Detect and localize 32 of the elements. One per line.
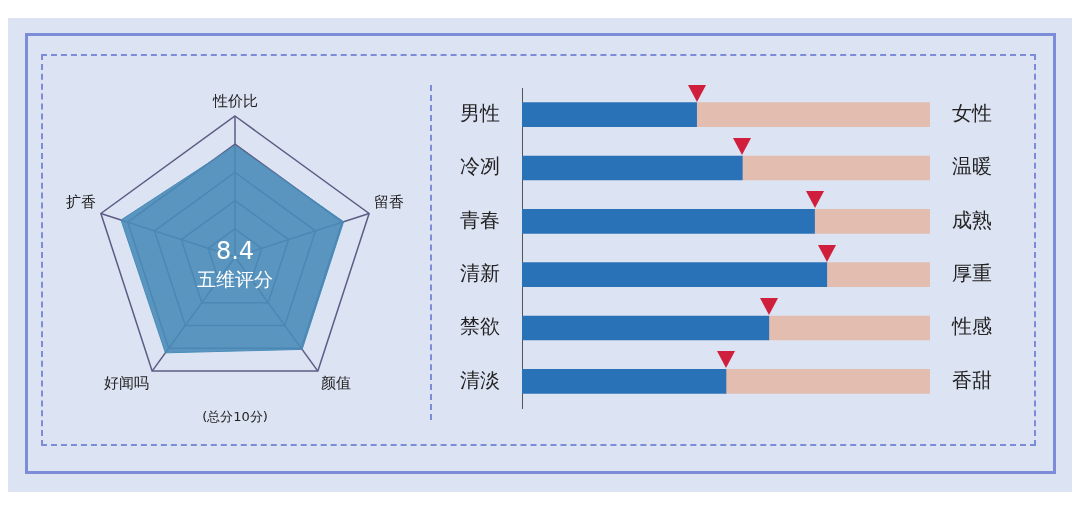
spoke-label: 性价比 [211,91,258,110]
bar [522,369,727,394]
bar [522,155,743,181]
text: 五维评分 [197,267,273,290]
bar [741,155,930,181]
y2-tick-label: 厚重 [952,260,992,285]
bar [826,262,930,287]
bar [522,102,697,127]
bar [522,262,828,287]
spoke-label: 扩香 [66,192,97,211]
y2-tick-label: 成熟 [952,207,992,232]
text: 8.4 [215,237,255,266]
spoke-label: 颜值 [320,374,351,393]
bar [522,209,815,234]
bar [522,315,770,341]
spoke-label: 好闻吗 [104,374,150,393]
y-tick-label: 清淡 [460,367,500,392]
y-tick-label: 男性 [460,100,500,125]
spoke-label: 留香 [373,192,404,211]
y-tick-label: 禁欲 [460,314,500,339]
bar [725,369,930,394]
y2-tick-label: 女性 [952,100,992,125]
text: (总分10分) [202,409,268,425]
bar [696,102,930,127]
bar [814,209,930,234]
y2-tick-label: 香甜 [952,367,992,392]
y-tick-label: 清新 [460,260,500,285]
y-tick-label: 冷冽 [460,154,500,179]
bar [768,315,930,341]
y2-tick-label: 温暖 [952,154,992,179]
y2-tick-label: 性感 [951,314,992,339]
y-tick-label: 青春 [460,207,500,232]
